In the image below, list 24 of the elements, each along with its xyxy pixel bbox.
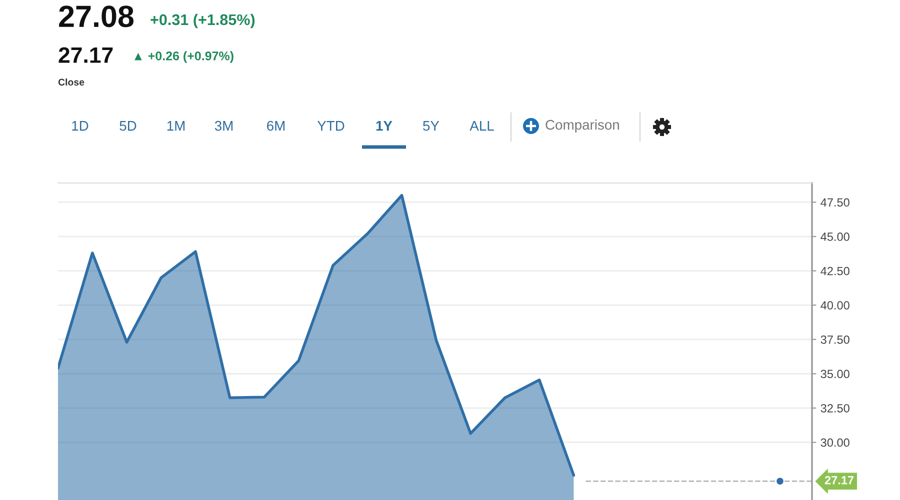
text: ALL xyxy=(470,121,494,131)
text: ▲ +0.26 (+0.97%) xyxy=(134,51,234,63)
text: Comparison xyxy=(546,120,619,132)
text: 6M xyxy=(267,120,285,131)
text: 5D xyxy=(120,121,136,131)
text: 1D xyxy=(72,121,88,131)
ref-line-label: 27.17 xyxy=(824,476,854,484)
text: 5Y xyxy=(423,121,440,131)
y-tick-label: 30.00 xyxy=(820,438,850,447)
text: Close xyxy=(58,78,84,86)
text: YTD xyxy=(317,121,344,131)
y-tick-label: 45.00 xyxy=(820,232,850,241)
y-tick-label: 47.50 xyxy=(820,198,850,207)
text: 1M xyxy=(167,121,185,131)
text: 3M xyxy=(214,120,233,131)
y-tick-label: 40.00 xyxy=(820,301,850,310)
chart-subtitle: +0.31 (+1.85%) xyxy=(150,14,255,28)
y-tick-label: 32.50 xyxy=(820,404,850,412)
y-tick-label: 35.00 xyxy=(820,370,850,378)
text: 27.17 xyxy=(58,47,113,63)
y-tick-label: 37.50 xyxy=(820,335,850,344)
chart-title: 27.08 xyxy=(59,6,134,28)
y-tick-label: 42.50 xyxy=(820,266,850,276)
text: 1Y xyxy=(376,121,392,131)
